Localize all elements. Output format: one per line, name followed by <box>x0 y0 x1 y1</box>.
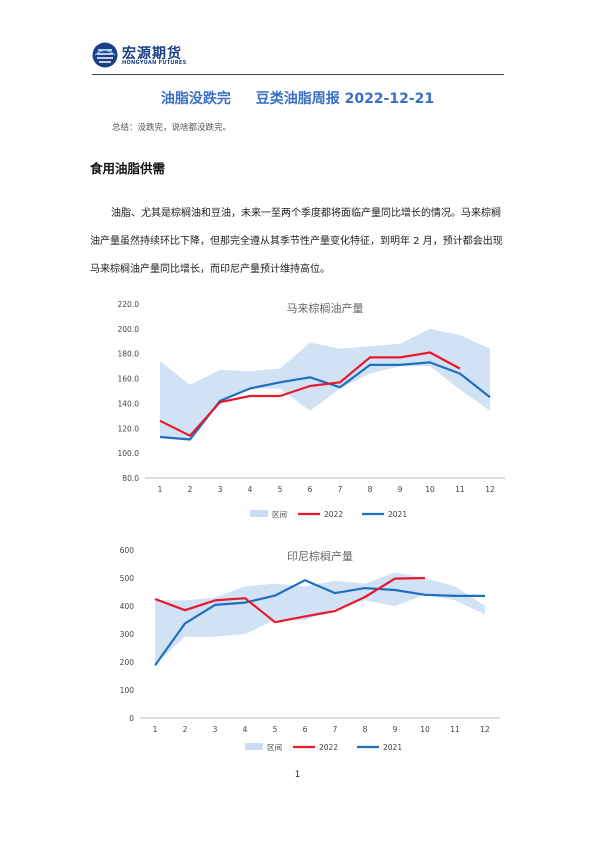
x-tick-label: 11 <box>455 485 465 494</box>
legend-label: 2021 <box>383 743 402 752</box>
x-tick-label: 6 <box>308 485 313 494</box>
x-tick-label: 1 <box>158 485 163 494</box>
y-tick-label: 500 <box>120 574 135 583</box>
x-tick-label: 5 <box>273 725 278 734</box>
y-tick-label: 200.0 <box>118 325 140 334</box>
legend-label: 2021 <box>388 510 407 519</box>
y-tick-label: 180.0 <box>118 350 140 359</box>
y-tick-label: 220.0 <box>118 300 140 309</box>
range-band-area <box>155 572 485 665</box>
x-tick-label: 1 <box>153 725 158 734</box>
logo-english-name: HONGYUAN FUTURES <box>122 60 187 66</box>
y-tick-label: 600 <box>120 546 135 555</box>
y-tick-label: 120.0 <box>118 424 140 433</box>
chart-title: 马来棕榈油产量 <box>287 301 364 315</box>
title-part-1: 油脂没跌完 <box>160 91 231 107</box>
y-tick-label: 400 <box>120 602 135 611</box>
document-title: 油脂没跌完 豆类油脂周报 2022-12-21 <box>0 88 595 108</box>
y-tick-label: 80.0 <box>122 474 139 483</box>
series-line-2021 <box>154 579 485 667</box>
y-tick-label: 100.0 <box>118 449 140 458</box>
title-part-2: 豆类油脂周报 2022-12-21 <box>255 91 435 107</box>
malaysia-palm-oil-production-chart: 马来棕榈油产量 80.0 100.0 120.0 140.0 160.0 180.0 200.… <box>118 300 505 519</box>
x-tick-label: 4 <box>243 725 248 734</box>
x-tick-label: 5 <box>278 485 283 494</box>
series-line-2022 <box>154 576 426 624</box>
logo-chinese-name: 宏源期货 <box>122 46 182 62</box>
x-tick-label: 10 <box>420 725 430 734</box>
page-number: 1 <box>294 770 301 780</box>
x-tick-label: 10 <box>425 485 435 494</box>
body-paragraph: 油脂、尤其是棕榈油和豆油，未来一至两个季度都将面临产量同比增长的情况。马来棕榈油… <box>90 208 503 275</box>
x-tick-label: 8 <box>368 485 373 494</box>
y-tick-label: 200 <box>120 658 135 667</box>
x-tick-label: 7 <box>338 485 343 494</box>
series-line-2022 <box>159 351 461 437</box>
legend-band-swatch <box>245 743 263 750</box>
x-tick-label: 12 <box>485 485 495 494</box>
x-tick-label: 3 <box>213 725 218 734</box>
x-tick-label: 11 <box>450 725 460 734</box>
x-tick-label: 9 <box>393 725 398 734</box>
legend-label: 2022 <box>319 743 338 752</box>
x-tick-label: 3 <box>218 485 223 494</box>
chart-title: 印尼棕榈产量 <box>287 549 353 563</box>
section-heading: 食用油脂供需 <box>90 161 166 176</box>
x-tick-label: 6 <box>303 725 308 734</box>
y-tick-label: 100 <box>120 686 135 695</box>
legend-band-swatch <box>250 510 268 517</box>
legend-label: 2022 <box>324 510 343 519</box>
legend-label: 区间 <box>272 510 287 519</box>
y-tick-label: 0 <box>129 714 134 723</box>
x-tick-label: 8 <box>363 725 368 734</box>
x-tick-label: 4 <box>248 485 253 494</box>
page-header: 宏源期货 HONGYUAN FUTURES <box>92 38 504 75</box>
x-tick-label: 7 <box>333 725 338 734</box>
legend-label: 区间 <box>267 743 282 752</box>
y-tick-label: 140.0 <box>118 399 140 408</box>
x-tick-label: 9 <box>398 485 403 494</box>
hongyuan-logo-icon <box>92 42 118 68</box>
y-tick-label: 300 <box>120 630 135 639</box>
x-tick-label: 2 <box>188 485 193 494</box>
summary-text: 总结：没跌完，说啥都没跌完。 <box>112 123 232 133</box>
y-tick-label: 160.0 <box>118 375 140 384</box>
x-tick-label: 2 <box>183 725 188 734</box>
x-tick-label: 12 <box>480 725 490 734</box>
